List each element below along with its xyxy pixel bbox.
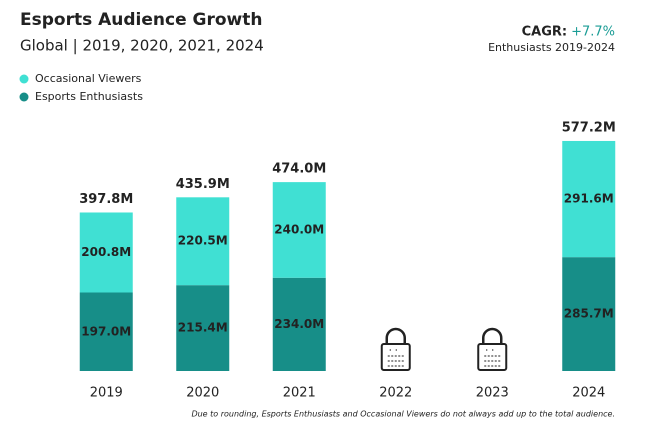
cagr-value: +7.7% xyxy=(571,25,615,40)
lock-zigzag xyxy=(484,355,501,367)
lock-shackle xyxy=(482,327,503,344)
lock-icon xyxy=(380,327,411,371)
lock-body xyxy=(380,343,411,371)
value-label: 215.4M xyxy=(178,321,228,335)
bar-segment xyxy=(176,197,230,286)
bar-segment xyxy=(562,257,616,371)
bar-segment xyxy=(79,292,133,371)
legend-label: Occasional Viewers xyxy=(35,72,142,85)
value-label: 285.7M xyxy=(564,307,614,321)
chart-title: Esports Audience Growth xyxy=(20,10,263,30)
lock-icon xyxy=(477,327,508,371)
total-label: 435.9M xyxy=(176,177,230,192)
x-tick-label: 2022 xyxy=(379,386,412,401)
total-label: 474.0M xyxy=(272,162,326,177)
x-tick-label: 2024 xyxy=(572,386,605,401)
bar-segment xyxy=(79,212,133,293)
legend-label: Esports Enthusiasts xyxy=(35,90,143,103)
bar-segment xyxy=(272,182,326,278)
x-tick-label: 2019 xyxy=(90,386,123,401)
bar-segment xyxy=(562,140,616,258)
x-tick-label: 2021 xyxy=(283,386,316,401)
bar-segment xyxy=(176,285,230,371)
value-label: 197.0M xyxy=(81,324,131,338)
bar-segment xyxy=(272,277,326,371)
lock-shackle xyxy=(385,327,406,344)
value-label: 220.5M xyxy=(178,234,228,248)
lock-zigzag xyxy=(387,355,404,367)
legend-swatch xyxy=(19,74,29,84)
chart-subtitle: Global | 2019, 2020, 2021, 2024 xyxy=(20,37,264,55)
x-tick-label: 2020 xyxy=(186,386,219,401)
value-label: 240.0M xyxy=(274,222,324,236)
cagr-label: CAGR: xyxy=(522,25,567,40)
lock-body xyxy=(477,343,508,371)
footnote: Due to rounding, Esports Enthusiasts and… xyxy=(191,410,615,419)
total-label: 397.8M xyxy=(79,192,133,207)
value-label: 234.0M xyxy=(274,317,324,331)
value-label: 200.8M xyxy=(81,245,131,259)
value-label: 291.6M xyxy=(564,192,614,206)
cagr-note: Enthusiasts 2019-2024 xyxy=(488,41,615,54)
legend-swatch xyxy=(19,92,29,102)
total-label: 577.2M xyxy=(562,121,616,136)
x-tick-label: 2023 xyxy=(476,386,509,401)
